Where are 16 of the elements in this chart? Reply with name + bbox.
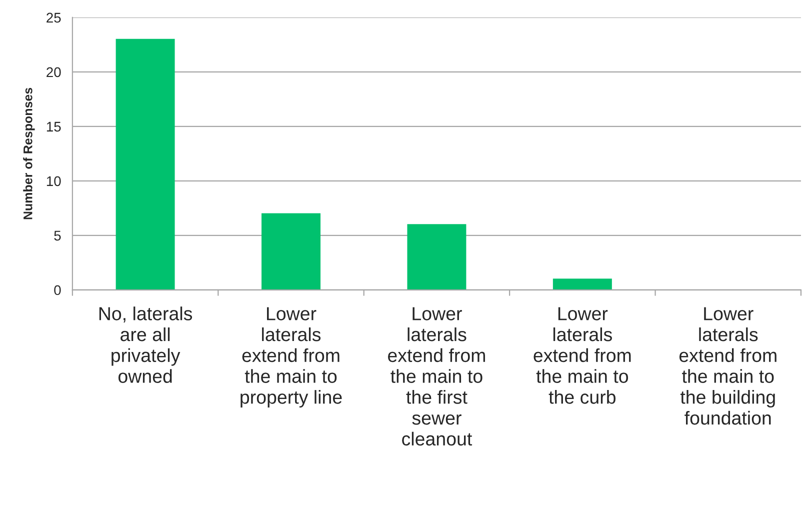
y-tick-label: 10 xyxy=(46,176,61,186)
y-axis-title: Number of Responses xyxy=(23,88,35,220)
bar xyxy=(552,278,612,290)
x-tick-label: Lower laterals extend from the main to the first sewer cleanout xyxy=(388,307,485,446)
y-tick-label: 15 xyxy=(46,122,61,132)
bar xyxy=(116,38,175,290)
x-tick-label: Lower laterals extend from the main to the curb xyxy=(534,307,631,404)
x-tick-label: Lower laterals extend from the main to the building foundation xyxy=(679,307,776,425)
y-tick-label: 5 xyxy=(54,230,61,241)
x-tick-label: No, laterals are all privately owned xyxy=(99,306,192,383)
y-tick-label: 20 xyxy=(46,67,61,78)
bar xyxy=(407,224,466,290)
y-tick-label: 25 xyxy=(46,12,61,23)
bar xyxy=(262,213,320,290)
x-tick-label: Lower laterals extend from the main to property line xyxy=(240,307,342,408)
y-tick-label: 0 xyxy=(54,285,61,296)
